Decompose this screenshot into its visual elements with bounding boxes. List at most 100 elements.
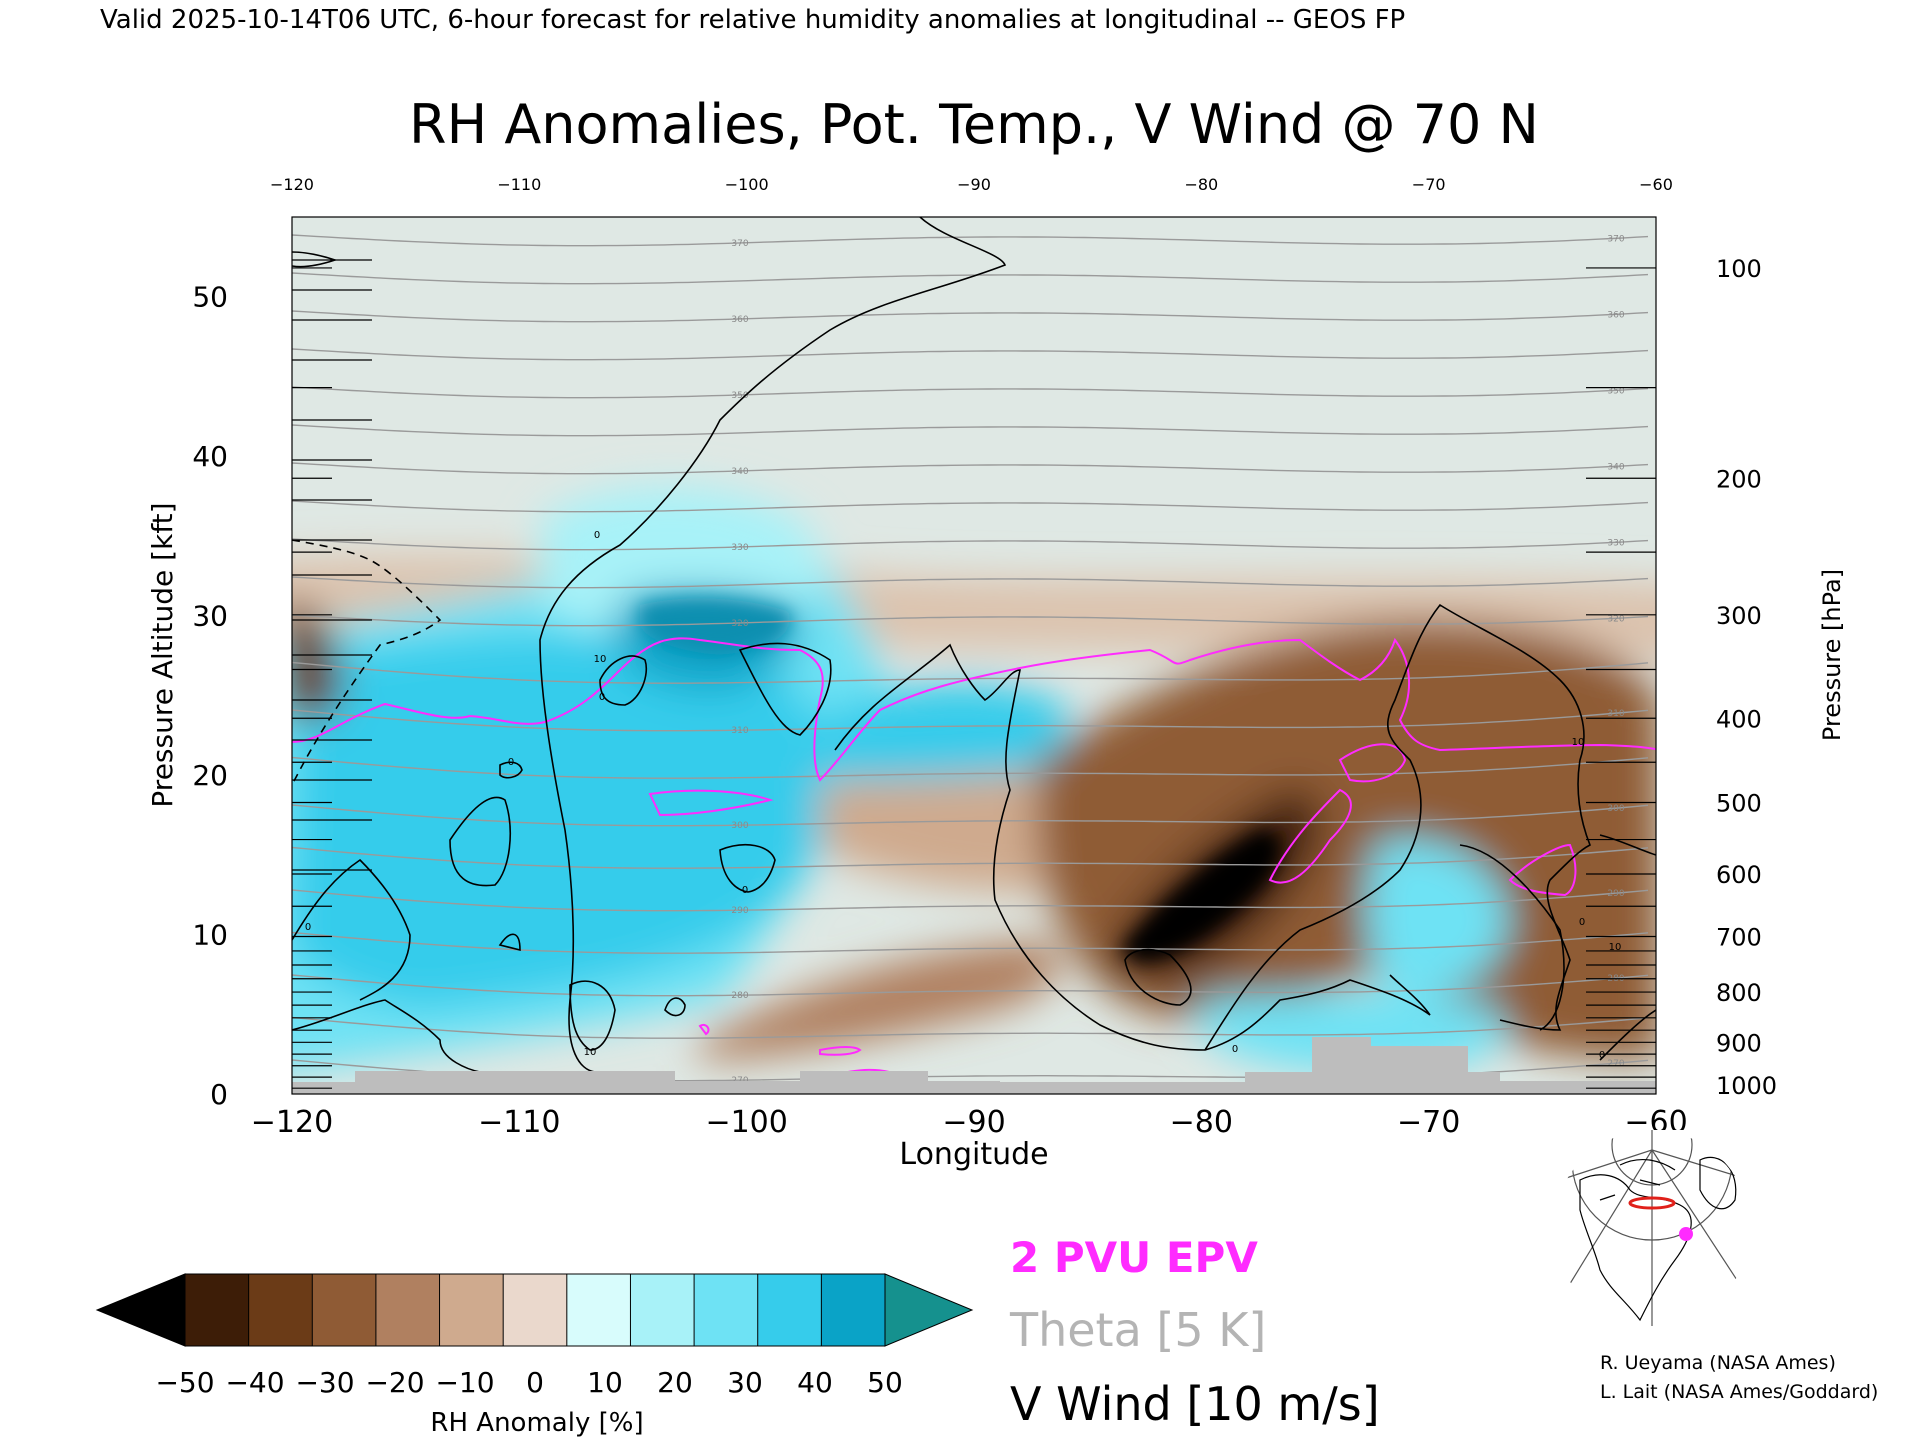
- theta-label: 370: [731, 239, 748, 249]
- colorbar-swatch: [757, 1274, 822, 1346]
- rh-dry-left: [292, 601, 341, 723]
- theta-line: [292, 974, 1649, 997]
- pressure-tick-label: 800: [1716, 979, 1762, 1007]
- x-top-tick-label: −110: [497, 175, 541, 194]
- theta-label: 340: [1607, 462, 1624, 472]
- vwind-label: 10: [1572, 737, 1585, 748]
- terrain: [292, 1037, 1656, 1094]
- colorbar-under-arrow: [95, 1273, 186, 1347]
- colorbar-tick-label: 0: [526, 1366, 544, 1399]
- theta-label: 340: [731, 467, 748, 477]
- theta-line: [292, 45, 1648, 56]
- x-tick-label: −70: [1397, 1105, 1460, 1140]
- rh-anomaly-field: [292, 486, 1656, 1075]
- epv-line-loop7: [698, 1024, 710, 1036]
- vwind-loop-e: [719, 844, 776, 893]
- colorbar-tick-label: 10: [587, 1366, 623, 1399]
- y-axis-label-left: Pressure Altitude [kft]: [146, 502, 179, 807]
- plot-frame: [291, 216, 1657, 1095]
- pressure-tick-label: 900: [1716, 1029, 1762, 1057]
- colorbar-frame: [184, 1273, 886, 1347]
- theta-label: 360: [731, 315, 748, 325]
- rh-moist-middle: [820, 682, 1068, 803]
- theta-label: 350: [731, 391, 748, 401]
- vwind-label: 0: [305, 922, 311, 933]
- theta-label: 380: [1607, 158, 1624, 168]
- vwind-label: 0: [1232, 1044, 1238, 1055]
- theta-line: [292, 538, 1649, 551]
- x-tick-label: −110: [478, 1105, 560, 1140]
- inset-map: [1554, 1130, 1752, 1328]
- y-axis-right: 100 200 300 400 500 600 700 800 900 1000: [1716, 255, 1777, 1100]
- vwind-dashed: [292, 539, 442, 786]
- colorbar-tick-label: 50: [867, 1366, 903, 1399]
- colorbar-tick-label: 40: [797, 1366, 833, 1399]
- map-coastline-north-america: [1579, 1174, 1692, 1322]
- pressure-tick-label: 600: [1716, 861, 1762, 889]
- theta-line: [292, 348, 1649, 361]
- vwind-label: 0: [594, 530, 600, 541]
- vwind-zero-main: [539, 217, 1007, 1073]
- theta-label: 320: [1607, 614, 1624, 624]
- vwind-loop-a: [599, 655, 647, 706]
- epv-line-loop1: [648, 789, 774, 817]
- legend-theta: Theta [5 K]: [1009, 1303, 1266, 1357]
- y-tick-label: 10: [192, 919, 228, 952]
- theta-label: 280: [731, 991, 748, 1001]
- pressure-ticks-inner: [292, 259, 1656, 1089]
- theta-label: 380: [731, 163, 748, 173]
- vwind-label: 10: [584, 1047, 597, 1058]
- colorbar-tick-label: −30: [295, 1366, 354, 1399]
- theta-line: [292, 889, 1649, 912]
- y-tick-label: 40: [192, 440, 228, 473]
- x-top-tick-label: −80: [1184, 175, 1218, 194]
- vwind-label: 10: [1609, 942, 1622, 953]
- theta-label: 400: [1607, 6, 1624, 16]
- map-location-dot: [1679, 1227, 1693, 1241]
- theta-line: [292, 310, 1649, 323]
- epv-line-loop3: [1268, 788, 1352, 884]
- colorbar: −50 −40 −30 −20 −10 0 10 20 30 40 50: [95, 1273, 974, 1399]
- pressure-tick-label: 700: [1716, 923, 1762, 951]
- colorbar-tick-label: −20: [365, 1366, 424, 1399]
- theta-label: 330: [731, 543, 748, 553]
- colorbar-over-arrow: [884, 1273, 974, 1347]
- map-section-line: [1628, 1196, 1676, 1210]
- vwind-mid-trough: [834, 643, 1431, 1051]
- header-valid-line: Valid 2025-10-14T06 UTC, 6-hour forecast…: [100, 5, 1405, 35]
- theta-line: [292, 500, 1649, 513]
- vwind-loop-f: [498, 933, 521, 952]
- colorbar-swatch: [248, 1274, 313, 1346]
- vwind-left-mid: [292, 858, 411, 1001]
- y-tick-label: 30: [192, 600, 228, 633]
- vwind-loop-h: [664, 997, 686, 1017]
- colorbar-swatch: [439, 1274, 504, 1346]
- vwind-label: 10: [594, 654, 607, 665]
- colorbar-tick-label: 20: [657, 1366, 693, 1399]
- theta-label: 270: [1607, 1059, 1624, 1069]
- y-tick-label: 0: [210, 1078, 228, 1111]
- colorbar-label: RH Anomaly [%]: [430, 1408, 643, 1438]
- pressure-tick-label: 1000: [1716, 1072, 1777, 1100]
- rh-cores-sharp: [640, 598, 1281, 962]
- epv-line-loop4: [1508, 843, 1577, 897]
- colorbar-swatch: [694, 1274, 759, 1346]
- vwind-label: 0: [742, 885, 748, 896]
- legend-epv: 2 PVU EPV: [1010, 1233, 1258, 1282]
- chart-title: RH Anomalies, Pot. Temp., V Wind @ 70 N: [409, 93, 1539, 156]
- credit-line-1: R. Ueyama (NASA Ames): [1600, 1352, 1836, 1374]
- colorbar-swatch: [821, 1274, 886, 1346]
- inset-map-frame: [1554, 1130, 1752, 1328]
- map-coastline-islands: [1599, 1158, 1676, 1201]
- colorbar-tick-label: −40: [225, 1366, 284, 1399]
- theta-line: [292, 1016, 1649, 1039]
- x-top-tick-label: −70: [1412, 175, 1446, 194]
- x-tick-label: −80: [1170, 1105, 1233, 1140]
- x-tick-label: −100: [705, 1105, 787, 1140]
- vwind-label: 0: [599, 692, 605, 703]
- x-top-tick-label: −120: [270, 175, 314, 194]
- rh-moist-core-dark: [640, 598, 791, 655]
- theta-label: 310: [731, 726, 748, 736]
- theta-label: 350: [1607, 386, 1624, 396]
